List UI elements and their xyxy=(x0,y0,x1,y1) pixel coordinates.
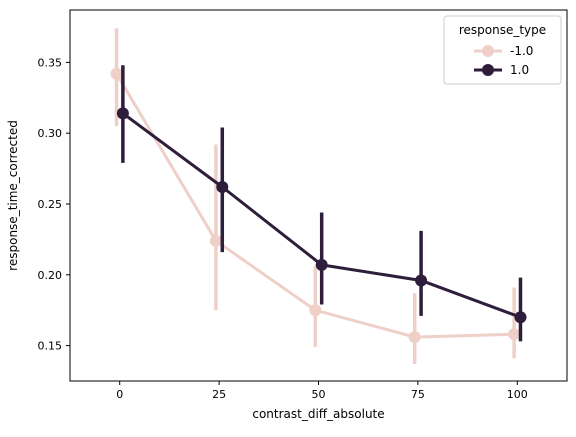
x-tick-label: 75 xyxy=(411,388,425,401)
data-point xyxy=(116,107,129,120)
legend-title: response_type xyxy=(459,23,546,37)
x-axis: 0 25 50 75 100 xyxy=(116,381,528,401)
data-point xyxy=(408,331,421,344)
x-tick-label: 50 xyxy=(312,388,326,401)
legend-box xyxy=(443,15,562,85)
data-point xyxy=(415,274,428,287)
legend-marker xyxy=(482,64,494,76)
plot-area xyxy=(69,9,568,382)
y-tick-label: 0.25 xyxy=(38,198,63,211)
x-axis-label: contrast_diff_absolute xyxy=(252,407,384,421)
y-tick-label: 0.30 xyxy=(38,127,63,140)
data-point xyxy=(209,234,222,247)
y-tick-label: 0.20 xyxy=(38,269,63,282)
legend-item: 1.0 xyxy=(474,63,529,77)
legend-item: -1.0 xyxy=(474,44,533,58)
data-point xyxy=(315,258,328,271)
y-tick-label: 0.35 xyxy=(38,56,63,69)
legend: response_type -1.0 1.0 xyxy=(443,15,562,85)
x-tick-label: 0 xyxy=(116,388,123,401)
data-point xyxy=(309,304,322,317)
data-point xyxy=(110,67,123,80)
y-tick-label: 0.15 xyxy=(38,340,63,353)
data-point xyxy=(514,311,527,324)
data-point xyxy=(216,181,229,194)
x-tick-label: 100 xyxy=(507,388,528,401)
data-point xyxy=(508,328,521,341)
series-0 xyxy=(110,28,521,365)
legend-label: 1.0 xyxy=(510,63,529,77)
legend-marker xyxy=(482,45,494,57)
y-axis-label: response_time_corrected xyxy=(6,120,20,271)
x-tick-label: 25 xyxy=(212,388,226,401)
legend-items: -1.0 1.0 xyxy=(474,44,533,77)
legend-label: -1.0 xyxy=(510,44,533,58)
series-1 xyxy=(116,65,527,342)
y-axis: 0.15 0.20 0.25 0.30 0.35 xyxy=(38,56,70,353)
